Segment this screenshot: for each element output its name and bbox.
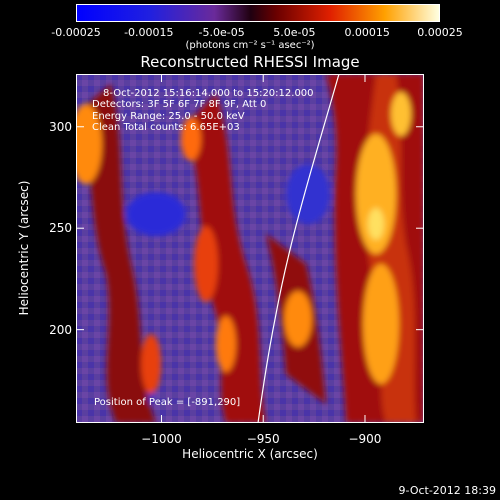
colorbar-tick-label: -0.00015 (124, 26, 174, 39)
chart-title: Reconstructed RHESSI Image (140, 53, 360, 71)
annotation-energy: Energy Range: 25.0 - 50.0 keV (92, 111, 245, 122)
x-tick-label: −950 (246, 432, 280, 446)
y-tick-label: 200 (49, 322, 72, 337)
colorbar-tick-label: 0.00015 (344, 26, 390, 39)
colorbar (76, 4, 440, 22)
annotation-time-range: 8-Oct-2012 15:16:14.000 to 15:20:12.000 (103, 88, 314, 99)
heatmap-image (76, 74, 424, 423)
x-tick-label: −900 (348, 432, 382, 446)
annotation-peak: Position of Peak = [-891,290] (94, 397, 241, 408)
y-axis-label: Heliocentric Y (arcsec) (17, 180, 31, 316)
annotation-detectors: Detectors: 3F 5F 6F 7F 8F 9F, Att 0 (92, 99, 267, 110)
solar-limb-line (257, 74, 340, 423)
y-tick-label: 250 (49, 221, 72, 236)
colorbar-tick-label: 5.0e-05 (273, 26, 316, 39)
y-tick-label: 300 (49, 119, 72, 134)
footer-date: 9-Oct-2012 18:39 (398, 484, 496, 497)
colorbar-tick-label: -0.00025 (51, 26, 101, 39)
colorbar-tick-label: -5.0e-05 (198, 26, 245, 39)
x-axis-label: Heliocentric X (arcsec) (182, 447, 318, 461)
x-tick-label: −1000 (141, 432, 182, 446)
colorbar-tick-label: 0.00025 (417, 26, 463, 39)
annotation-clean: Clean Total counts: 6.65E+03 (92, 122, 240, 133)
colorbar-units: (photons cm⁻² s⁻¹ asec⁻²) (185, 40, 315, 51)
